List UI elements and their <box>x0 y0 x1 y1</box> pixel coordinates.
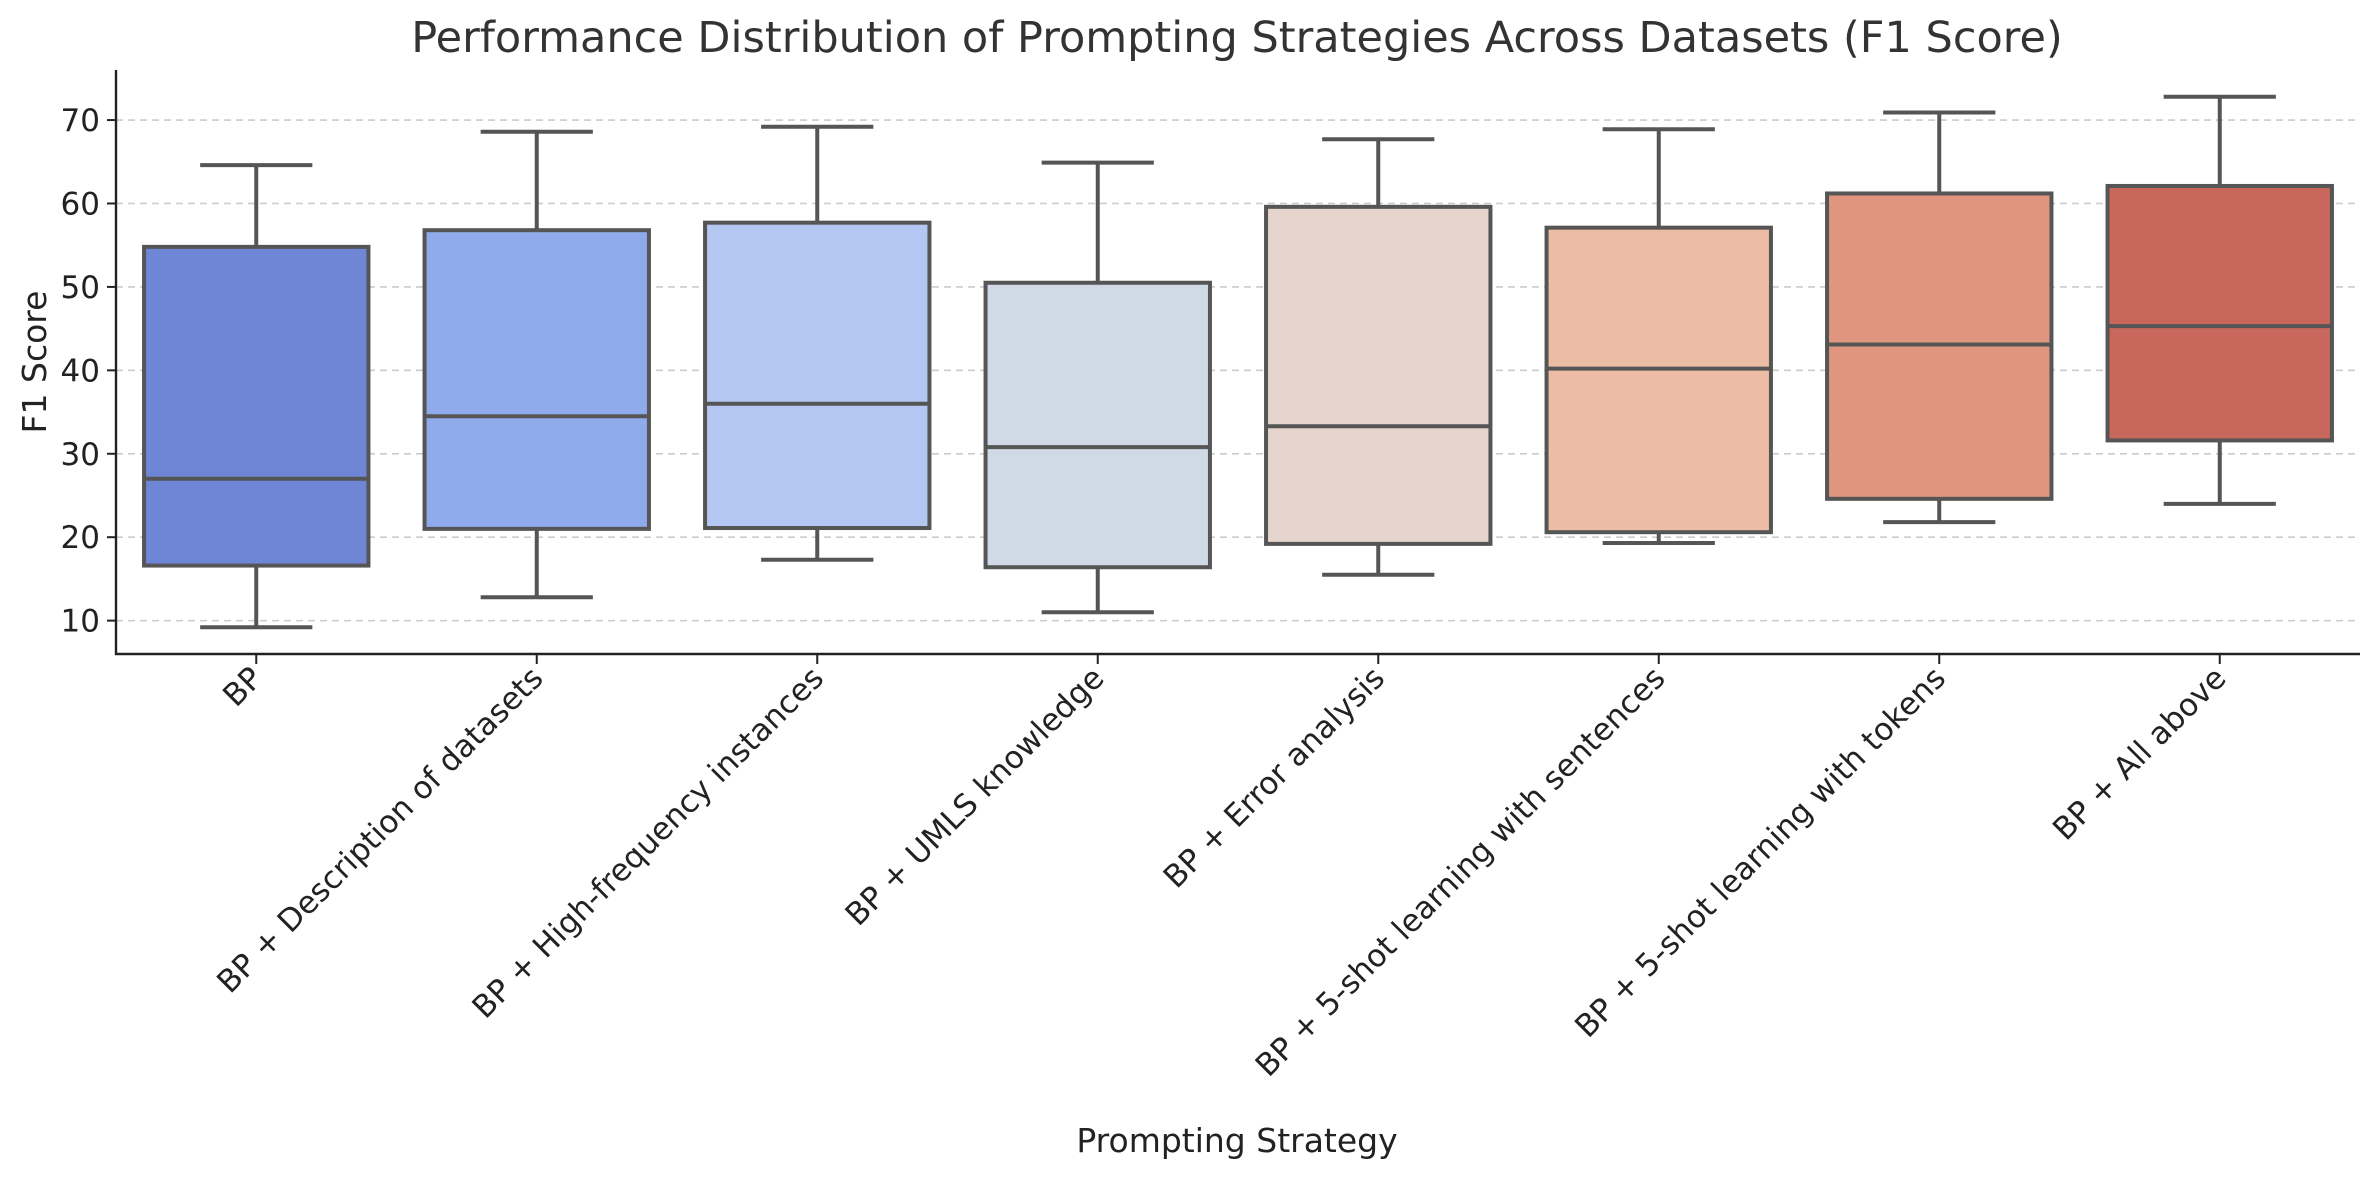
y-axis: 10 20 30 40 50 60 70 <box>61 70 118 655</box>
x-tick-label-4: BP + UMLS knowledge <box>839 660 1112 933</box>
iqr-box <box>142 244 371 568</box>
y-tick-label-60: 60 <box>61 186 100 222</box>
x-tick-label-8: BP + All above <box>2046 660 2233 847</box>
y-tick-label-40: 40 <box>61 353 100 389</box>
x-tick-label-2: BP + Description of datasets <box>210 660 550 1000</box>
x-tick-label-1: BP <box>216 660 270 714</box>
x-tick-label-5: BP + Error analysis <box>1157 660 1392 895</box>
iqr-box <box>2105 183 2334 443</box>
iqr-box <box>983 280 1212 570</box>
iqr-box <box>422 228 651 531</box>
chart-title: Performance Distribution of Prompting St… <box>411 13 2063 63</box>
box-1 <box>142 163 371 630</box>
box-2 <box>422 129 651 600</box>
iqr-box <box>1264 204 1493 546</box>
box-3 <box>703 124 932 562</box>
boxes-group <box>142 94 2334 630</box>
x-axis-title: Prompting Strategy <box>1076 1121 1397 1160</box>
box-6 <box>1544 127 1773 546</box>
y-tick-label-50: 50 <box>61 270 100 306</box>
iqr-box <box>703 220 932 531</box>
y-tick-label-30: 30 <box>61 437 100 473</box>
box-7 <box>1825 110 2054 525</box>
y-tick-label-20: 20 <box>61 520 100 556</box>
y-tick-label-70: 70 <box>61 103 100 139</box>
iqr-box <box>1544 225 1773 535</box>
y-tick-label-10: 10 <box>61 604 100 640</box>
box-8 <box>2105 94 2334 506</box>
box-4 <box>983 160 1212 615</box>
box-5 <box>1264 137 1493 577</box>
y-axis-title: F1 Score <box>15 291 54 434</box>
